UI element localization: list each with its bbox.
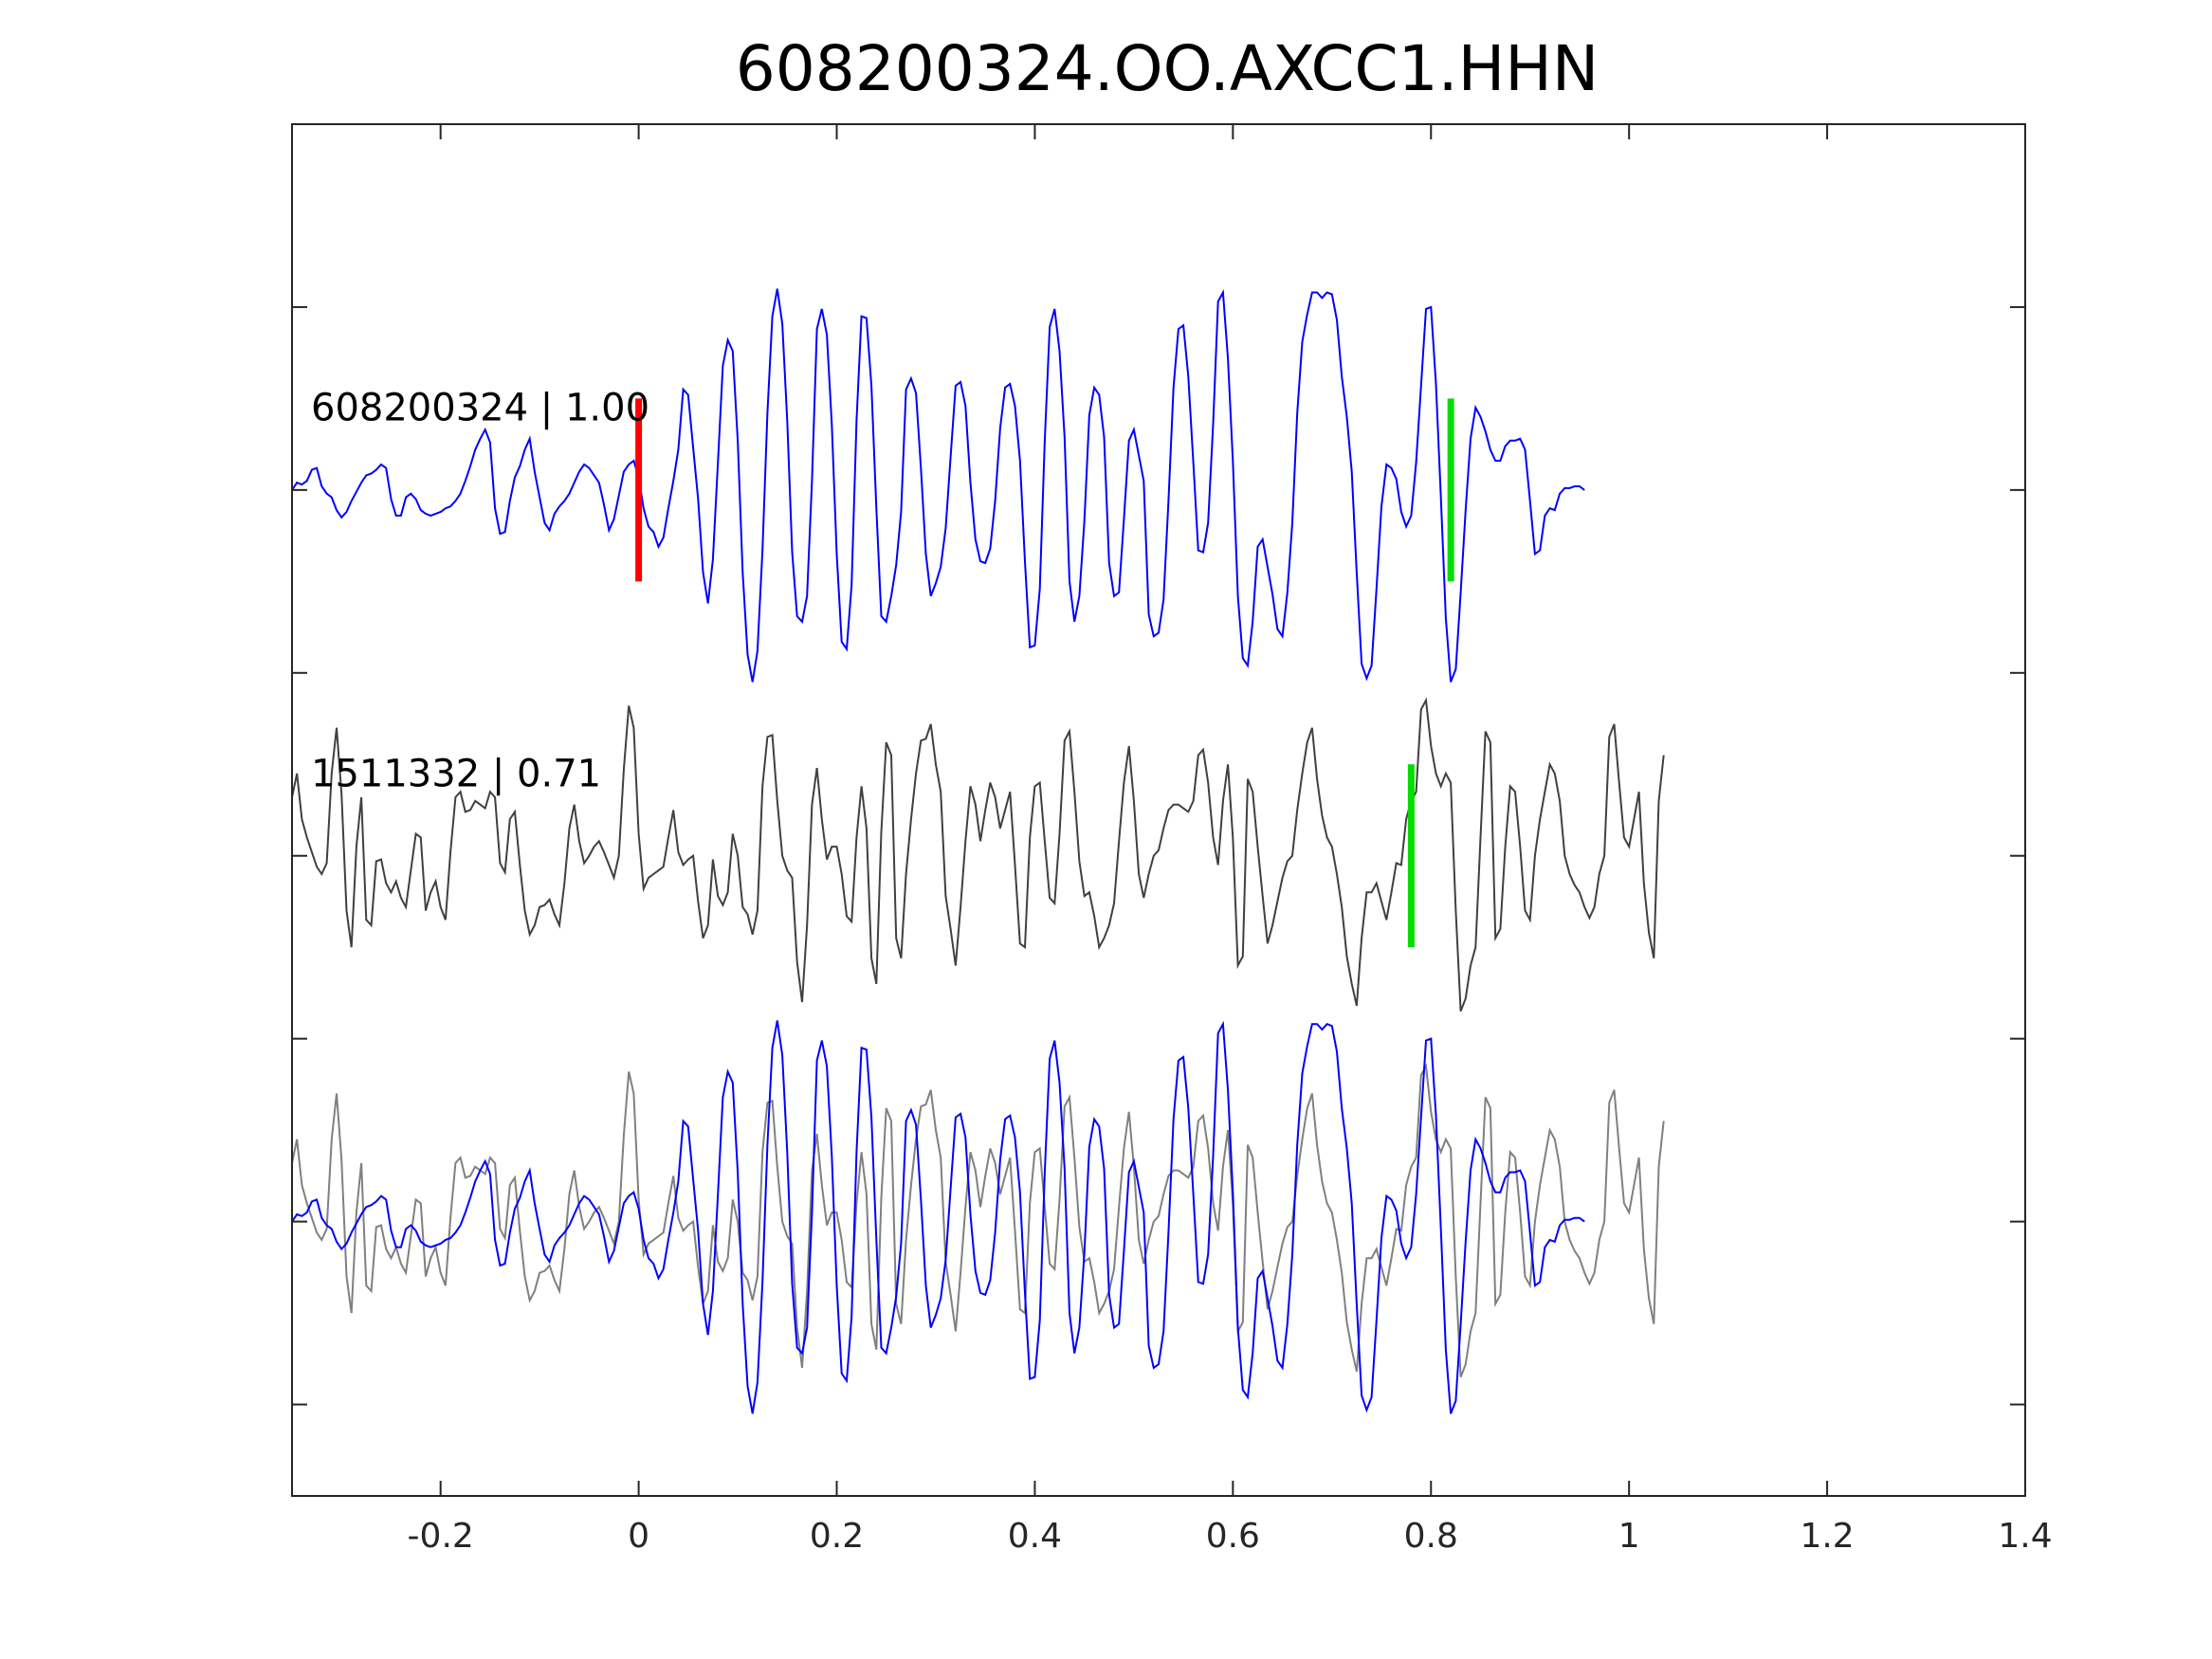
trace-labels: 608200324 | 1.00 1511332 | 0.71 [311, 387, 649, 796]
x-tick-label: -0.2 [408, 1517, 474, 1556]
trace-label-0: 608200324 | 1.00 [311, 387, 649, 430]
x-axis: -0.2 0 0.2 0.4 0.6 0.8 1 1.2 1.4 [408, 124, 2053, 1556]
trace-label-1: 1511332 | 0.71 [311, 752, 601, 795]
overlay-detection-line [292, 1063, 1665, 1377]
y-axis [292, 305, 2025, 1406]
x-tick-label: 0.4 [1008, 1517, 1062, 1556]
chart-title: 608200324.OO.AXCC1.HHN [736, 32, 1599, 105]
x-tick-label: 1.2 [1800, 1517, 1854, 1556]
axes-frame [291, 123, 2026, 1497]
x-tick-label: 0.8 [1404, 1517, 1458, 1556]
x-tick-label: 1 [1618, 1517, 1640, 1556]
x-tick-label: 0.6 [1206, 1517, 1260, 1556]
trace-line-1 [292, 697, 1665, 1012]
x-tick-label: 0 [628, 1517, 649, 1556]
trace-line-0 [292, 288, 1585, 683]
overlay-template-line [292, 1020, 1585, 1414]
plot-area [292, 288, 1665, 1414]
x-tick-label: 0.2 [810, 1517, 864, 1556]
x-tick-label: 1.4 [1998, 1517, 2052, 1556]
